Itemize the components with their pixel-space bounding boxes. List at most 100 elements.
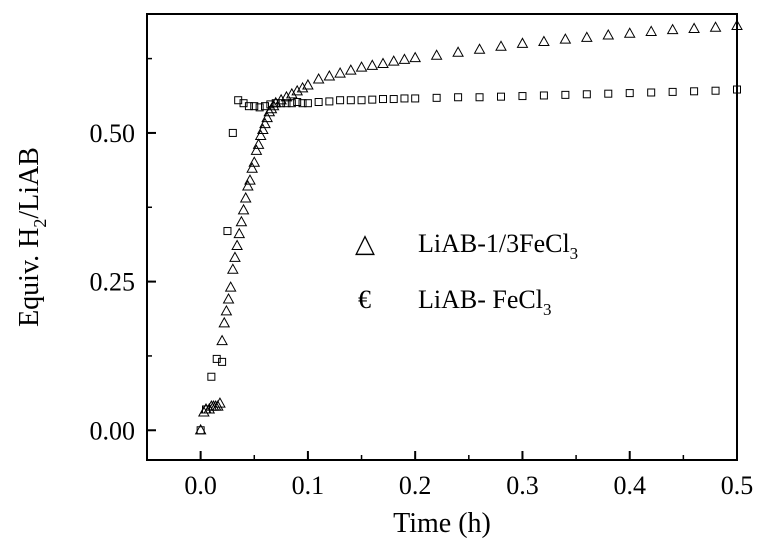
data-point-square [346,96,355,105]
x-tick-label: 0.4 [613,471,646,500]
x-tick-label: 0.2 [399,471,432,500]
data-point-square [690,87,699,96]
data-point-square [582,90,591,99]
data-point-triangle [291,84,304,96]
data-point-triangle [224,281,237,292]
data-point-square [298,99,307,108]
data-point-triangle [257,123,269,135]
data-point-triangle [688,22,700,33]
data-point-triangle [261,111,273,123]
data-point-triangle [580,31,593,42]
axis-tick-labels: 0.0 0.1 0.2 0.3 0.4 0.5 0.00 0.25 0.50 [90,119,754,500]
legend-triangle-icon: △ [355,229,375,258]
data-point-triangle [252,138,265,149]
data-point-square [277,99,286,108]
x-tick-label: 0.0 [184,471,217,500]
data-point-triangle [250,144,263,155]
data-point-triangle [229,251,241,262]
data-point-triangle [387,55,400,66]
data-point-square [400,94,409,103]
data-point-triangle [344,64,357,75]
data-point-triangle [666,23,679,35]
data-point-square [287,99,296,108]
x-axis-label: Time (h) [393,508,491,539]
x-tick-label: 0.5 [721,471,754,500]
y-tick-label: 0.50 [90,119,136,148]
data-point-triangle [237,203,250,215]
data-point-square [261,102,269,111]
data-point-square [266,100,275,109]
data-point-triangle [452,46,464,57]
data-point-triangle [248,156,261,167]
y-axis-label-sub: 2 [30,219,50,228]
data-point-triangle [377,57,389,69]
x-tick-label: 0.1 [292,471,325,500]
data-point-triangle [231,239,243,251]
data-point-square [357,96,366,105]
data-point-square [497,92,505,101]
data-point-triangle [709,21,722,32]
data-point-square [234,96,243,105]
data-point-triangle [312,72,325,84]
data-point-triangle [366,59,379,70]
data-point-square [518,92,527,101]
data-point-triangle [334,67,346,78]
legend-entry-2: € LiAB- FeCl3 [358,285,551,319]
data-point-square [202,405,210,414]
data-point-triangle [246,162,258,173]
legend-label-2: LiAB- FeCl3 [418,285,551,319]
x-tick-label: 0.3 [506,471,539,500]
data-point-triangle [218,316,231,328]
data-point-square [711,86,720,95]
data-point-square [228,128,237,137]
data-point-triangle [222,293,235,304]
legend-label-2-sub: 3 [543,300,552,319]
data-point-square [207,372,216,381]
data-point-square [389,95,398,104]
data-point-triangle [280,90,293,102]
data-point-triangle [259,117,271,129]
data-point-square [561,90,570,99]
data-point-triangle [495,40,507,51]
data-point-triangle [244,174,256,185]
data-point-square [336,96,345,105]
data-point-square [212,354,221,363]
data-point-square [223,227,232,236]
data-point-triangle [473,43,486,54]
data-point-triangle [602,28,615,40]
data-point-square [250,102,259,111]
data-point-triangle [323,70,336,81]
data-point-triangle [302,78,314,90]
legend-euro-icon: € [358,285,371,314]
data-point-square [282,99,291,108]
data-point-triangle [623,27,636,38]
y-axis-label-tail: /LiAB [14,147,45,219]
data-point-triangle [235,215,248,227]
plot-frame [146,13,738,461]
data-point-square [454,93,463,102]
data-point-triangle [214,397,226,408]
data-point-triangle [430,49,443,60]
data-point-triangle [645,25,658,36]
data-point-triangle [220,304,233,316]
data-point-triangle [296,81,309,93]
axis-ticks [146,57,738,460]
data-point-triangle [285,87,298,99]
legend: △ LiAB-1/3FeCl3 € LiAB- FeCl3 [355,229,578,319]
data-point-triangle [355,61,368,72]
series-layer [194,19,743,435]
data-point-square [271,99,280,108]
data-point-triangle [226,263,239,274]
data-point-triangle [559,33,572,44]
data-point-square [604,89,613,98]
data-point-square [368,95,377,104]
data-point-triangle [409,51,422,63]
data-point-triangle [241,180,254,191]
legend-label-2-main: LiAB- FeCl [418,285,543,314]
data-point-square [314,98,323,107]
legend-label-1: LiAB-1/3FeCl3 [418,229,578,263]
series-1 [194,19,743,435]
legend-label-1-sub: 3 [570,244,579,263]
data-point-triangle [516,37,529,48]
